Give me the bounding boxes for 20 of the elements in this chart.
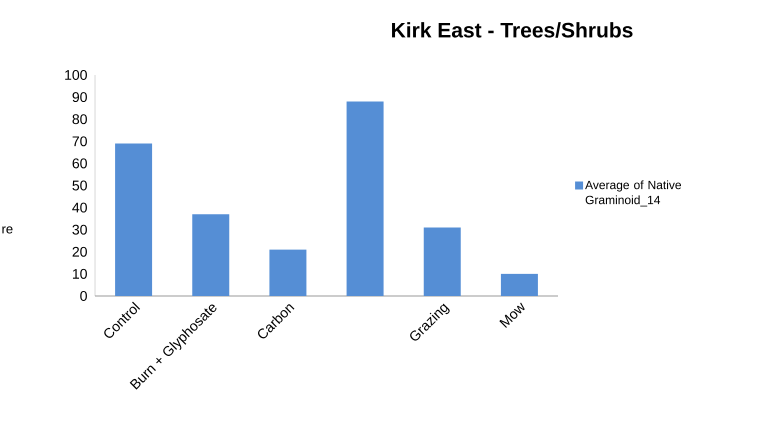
y-tick-label: 10 bbox=[72, 268, 87, 279]
y-axis-title: re bbox=[2, 226, 13, 234]
y-tick-label: 80 bbox=[72, 114, 87, 124]
y-tick-label: 70 bbox=[72, 136, 87, 146]
y-tick-label: 60 bbox=[72, 158, 87, 168]
y-tick-label: 50 bbox=[72, 180, 87, 190]
y-tick-label: 30 bbox=[72, 224, 87, 235]
legend-label: Average of Native Graminoid_14 bbox=[585, 180, 682, 206]
y-tick-label: 20 bbox=[72, 246, 87, 257]
y-tick-label: 90 bbox=[72, 92, 87, 102]
bar bbox=[500, 274, 538, 296]
y-tick-label: 100 bbox=[65, 70, 87, 80]
bar bbox=[346, 102, 384, 296]
bar bbox=[424, 227, 461, 296]
bar bbox=[115, 144, 152, 296]
y-tick-label: 0 bbox=[80, 291, 87, 301]
bar bbox=[192, 214, 230, 296]
chart-title: Kirk East - Trees/Shrubs bbox=[392, 22, 633, 38]
bar bbox=[269, 250, 306, 296]
y-tick-label: 40 bbox=[72, 202, 87, 213]
